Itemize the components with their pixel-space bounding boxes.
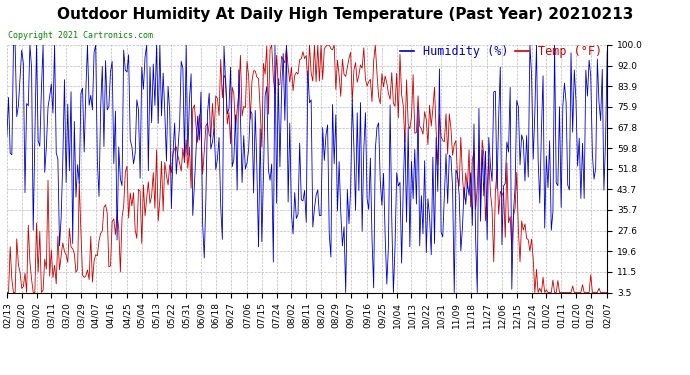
- Text: Outdoor Humidity At Daily High Temperature (Past Year) 20210213: Outdoor Humidity At Daily High Temperatu…: [57, 8, 633, 22]
- Legend: Humidity (%), Temp (°F): Humidity (%), Temp (°F): [395, 40, 607, 63]
- Text: Copyright 2021 Cartronics.com: Copyright 2021 Cartronics.com: [8, 31, 152, 40]
